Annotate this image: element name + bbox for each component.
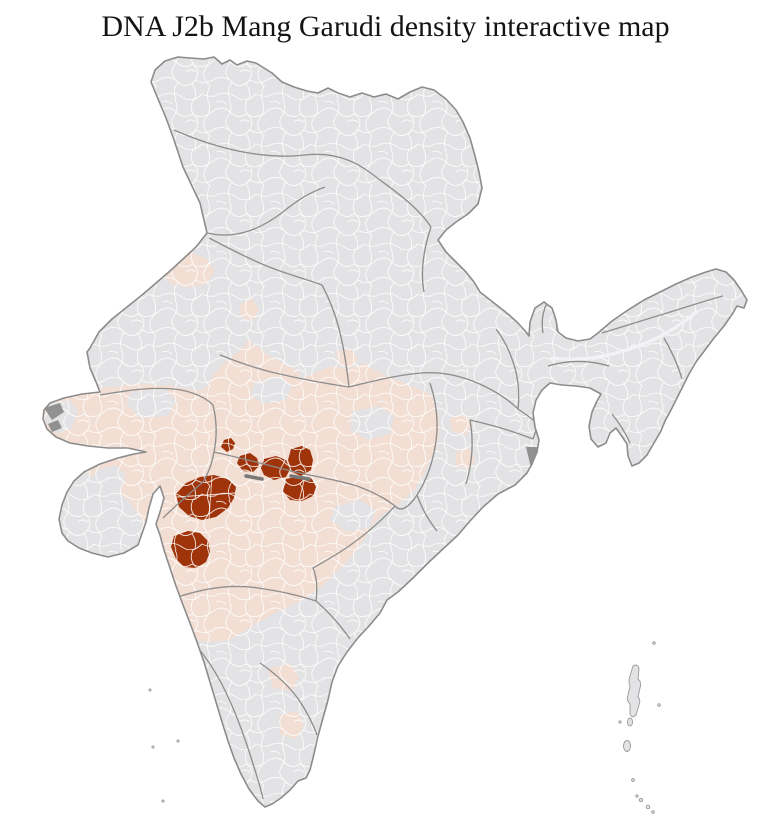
lakshadweep-islands[interactable]: [148, 688, 180, 803]
brahmaputra-river: [550, 310, 698, 361]
page-title: DNA J2b Mang Garudi density interactive …: [101, 10, 670, 43]
coastline-outline: [42, 56, 748, 808]
district-borders-mesh: [43, 57, 747, 807]
state-border-thick-segment: [244, 474, 311, 481]
rann-of-kutch-marsh: [44, 403, 64, 432]
andaman-nicobar-islands[interactable]: [618, 641, 661, 814]
